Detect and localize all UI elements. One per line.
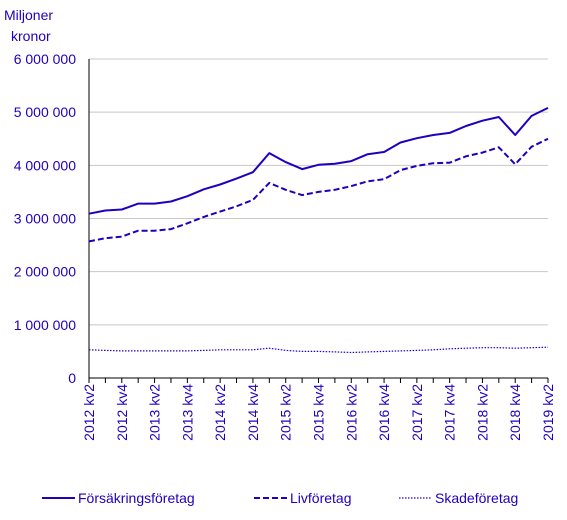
x-tick-label: 2015 kv2 <box>278 384 294 441</box>
y-tick-label: 2 000 000 <box>14 264 76 280</box>
x-tick-label: 2015 kv4 <box>311 384 327 441</box>
y-tick-label: 5 000 000 <box>14 104 76 120</box>
y-axis-label-line-2: kronor <box>11 28 51 44</box>
series-line-2 <box>88 137 549 243</box>
y-tick-label: 3 000 000 <box>14 211 76 227</box>
x-tick-label: 2014 kv2 <box>212 384 228 441</box>
y-tick-label: 4 000 000 <box>14 157 76 173</box>
grid <box>89 58 548 326</box>
x-tick-label: 2017 kv4 <box>442 384 458 441</box>
legend-label-3: Skadeföretag <box>435 490 518 506</box>
x-tick-label: 2018 kv4 <box>507 384 523 441</box>
x-tick-label: 2018 kv2 <box>474 384 490 441</box>
x-tick-label: 2012 kv4 <box>114 384 130 441</box>
x-tick-label: 2014 kv4 <box>245 384 261 441</box>
legend-label-2: Livföretag <box>290 490 351 506</box>
x-tick-label: 2019 kv2 <box>540 384 556 441</box>
y-axis-label-line-1: Miljoner <box>4 7 53 23</box>
y-tick-label: 1 000 000 <box>14 317 76 333</box>
x-tick-label: 2013 kv4 <box>179 384 195 441</box>
series-lines <box>88 107 549 354</box>
x-tick-label: 2016 kv2 <box>343 384 359 441</box>
x-tick-label: 2012 kv2 <box>81 384 97 441</box>
x-tick-label: 2013 kv2 <box>147 384 163 441</box>
x-tick-label: 2017 kv2 <box>409 384 425 441</box>
series-line-1 <box>88 107 549 215</box>
y-tick-label: 6 000 000 <box>14 51 76 67</box>
x-tick-label: 2016 kv4 <box>376 384 392 441</box>
x-ticks: 2012 kv2 2012 kv4 2013 kv2 2013 kv4 2014 kv2… <box>81 378 556 441</box>
legend-label-1: Försäkringsföretag <box>78 490 195 506</box>
y-tick-label: 0 <box>68 370 76 386</box>
series-line-3 <box>88 346 549 354</box>
legend: Försäkringsföretag Livföretag Skadeföretag <box>42 490 518 506</box>
y-ticks: 0 1 000 000 2 000 000 3 000 000 4 000 000 5 0… <box>14 51 77 386</box>
